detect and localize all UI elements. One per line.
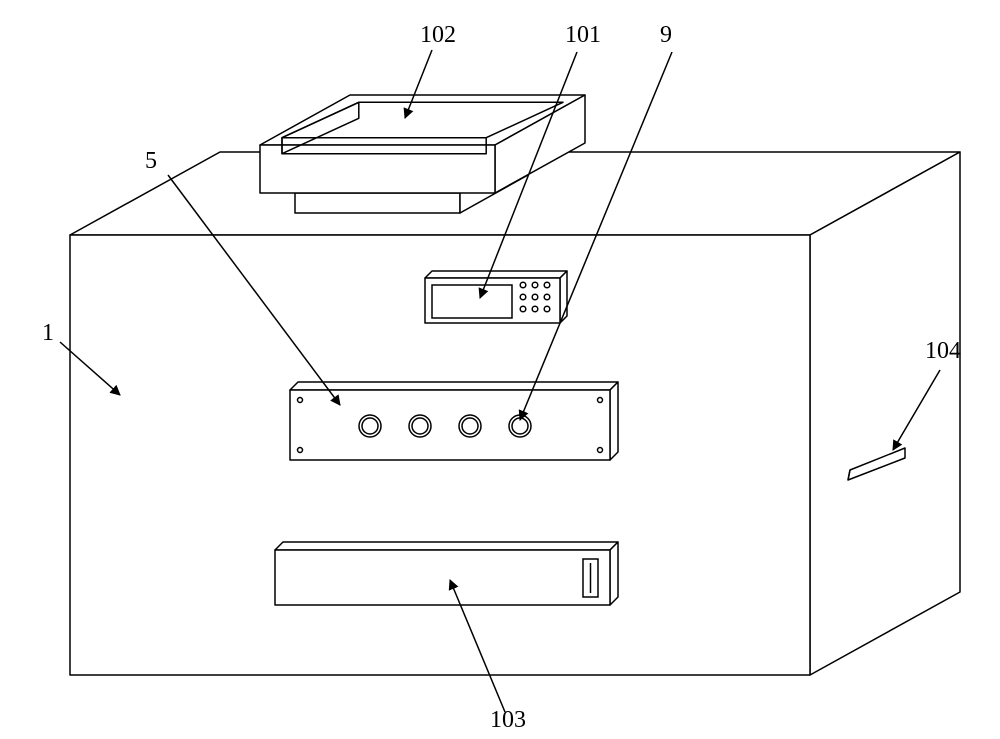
display-screen (432, 285, 512, 318)
ref-label: 103 (490, 707, 526, 733)
button-panel (290, 382, 618, 460)
panel-button[interactable] (459, 415, 481, 437)
ref-label: 1 (42, 320, 54, 346)
drawer[interactable] (275, 542, 618, 605)
ref-label: 104 (925, 338, 961, 364)
panel-button[interactable] (359, 415, 381, 437)
display-panel (425, 271, 567, 323)
panel-button[interactable] (409, 415, 431, 437)
ref-label: 101 (565, 22, 601, 48)
ref-label: 102 (420, 22, 456, 48)
ref-label: 5 (145, 148, 157, 174)
ref-label: 9 (660, 22, 672, 48)
